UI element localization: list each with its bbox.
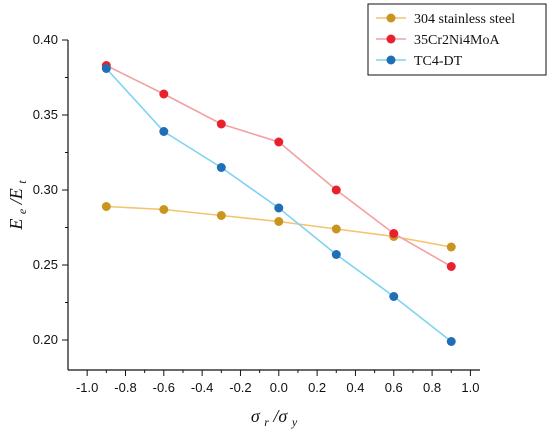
data-point — [446, 262, 456, 271]
x-tick-label: -0.8 — [114, 380, 136, 395]
x-axis-title-sub1: r — [264, 415, 269, 429]
data-point — [159, 205, 169, 214]
x-axis-title-main: σ — [251, 406, 261, 426]
data-point — [101, 64, 111, 73]
y-axis-title: E e /E t — [6, 180, 30, 231]
data-point — [446, 242, 456, 252]
data-point — [331, 250, 341, 259]
data-point — [216, 119, 226, 129]
y-tick-label: 0.35 — [33, 107, 58, 122]
legend-marker — [386, 13, 396, 23]
data-point — [389, 292, 399, 301]
data-point — [159, 89, 169, 99]
x-tick-label: 1.0 — [461, 380, 479, 395]
data-point — [159, 127, 169, 136]
x-tick-label: -0.4 — [191, 380, 213, 395]
y-axis-title-main: E — [6, 219, 26, 231]
data-point — [331, 224, 341, 234]
x-tick-label: -0.2 — [229, 380, 251, 395]
axes-layer: -1.0 -0.8 -0.6 -0.4 -0.2 0.0 0.2 0.4 0.6 0.8 1.0 0.… — [33, 32, 480, 395]
y-tick-label: 0.20 — [33, 332, 58, 347]
x-tick-label: 0.4 — [346, 380, 364, 395]
legend-label: TC4-DT — [414, 54, 463, 69]
data-point — [274, 137, 284, 147]
x-tick-label: 0.8 — [423, 380, 441, 395]
data-point — [389, 229, 399, 238]
legend-item: 304 stainless steel — [376, 12, 515, 27]
series-layer — [101, 61, 456, 346]
y-axis-title-sep: /E — [6, 188, 26, 205]
y-tick-label: 0.25 — [33, 257, 58, 272]
x-tick-label: 0.0 — [270, 380, 288, 395]
data-point — [331, 185, 341, 195]
data-point — [446, 337, 456, 346]
series-3 — [101, 64, 456, 346]
x-axis-title-sep: /σ — [272, 406, 288, 426]
legend-item: 35Cr2Ni4MoA — [376, 33, 500, 48]
data-point — [101, 202, 111, 211]
data-point — [216, 211, 226, 220]
legend-label: 304 stainless steel — [414, 12, 515, 27]
data-point — [274, 203, 284, 213]
legend-marker — [386, 34, 396, 44]
data-point — [216, 163, 226, 172]
x-tick-label: 0.6 — [385, 380, 403, 395]
y-tick-label: 0.30 — [33, 182, 58, 197]
data-point — [274, 217, 284, 226]
legend-label: 35Cr2Ni4MoA — [414, 33, 500, 48]
y-axis-title-sub1: e — [15, 208, 29, 214]
x-tick-label: 0.2 — [308, 380, 326, 395]
x-axis-title-sub2: y — [291, 415, 298, 429]
legend-marker — [386, 55, 396, 65]
x-tick-label: -0.6 — [153, 380, 175, 395]
x-tick-label: -1.0 — [76, 380, 98, 395]
y-axis-title-sub2: t — [15, 180, 29, 184]
x-axis-title: σ r /σ y — [251, 406, 298, 430]
legend-item: TC4-DT — [376, 54, 463, 69]
legend: 304 stainless steel 35Cr2Ni4MoA TC4-DT — [367, 3, 547, 76]
y-tick-label: 0.40 — [33, 32, 58, 47]
